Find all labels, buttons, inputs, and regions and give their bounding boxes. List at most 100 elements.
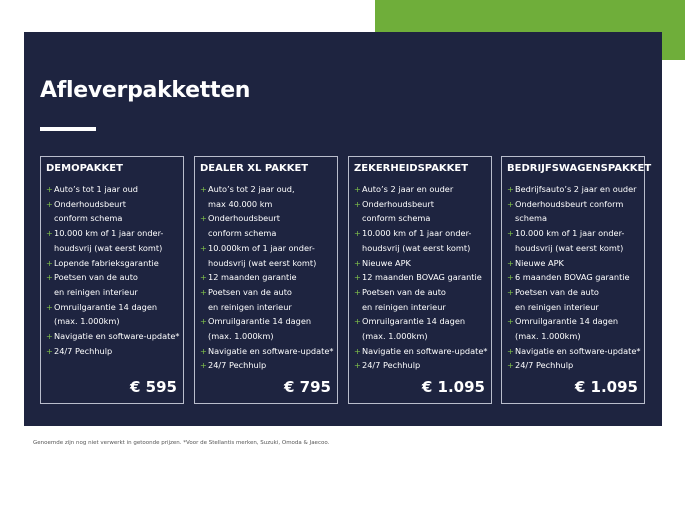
plus-icon: + <box>354 360 361 371</box>
plus-icon: + <box>354 257 361 268</box>
plus-icon: + <box>200 286 207 297</box>
plus-icon: + <box>507 272 514 283</box>
feature-item: +Poetsen van de auto <box>354 285 488 300</box>
feature-item: +6 maanden BOVAG garantie <box>507 270 641 285</box>
feature-list: +Bedrijfsauto’s 2 jaar en ouder +Onderhou… <box>507 182 641 373</box>
feature-text: 10.000km of 1 jaar onder- <box>208 242 315 253</box>
feature-continuation: conform schema <box>54 213 123 224</box>
feature-continuation: en reinigen interieur <box>362 301 446 312</box>
plus-icon: + <box>200 360 207 371</box>
feature-text: 24/7 Pechhulp <box>208 360 267 371</box>
feature-continuation: (max. 1.000km) <box>54 316 120 327</box>
feature-continuation: conform schema <box>208 228 277 239</box>
package-price: € 595 <box>130 378 177 396</box>
feature-item: +Nieuwe APK <box>507 256 641 271</box>
feature-item: +Poetsen van de auto <box>46 270 180 285</box>
plus-icon: + <box>46 301 53 312</box>
feature-text: Onderhoudsbeurt conform <box>515 198 624 209</box>
feature-item: +Poetsen van de auto <box>507 285 641 300</box>
plus-icon: + <box>507 286 514 297</box>
feature-text: 24/7 Pechhulp <box>54 345 113 356</box>
feature-text: Navigatie en software-update* <box>362 345 488 356</box>
feature-text: Poetsen van de auto <box>362 286 446 297</box>
feature-text: Lopende fabrieksgarantie <box>54 257 159 268</box>
plus-icon: + <box>507 316 514 327</box>
package-price: € 1.095 <box>574 378 638 396</box>
feature-text: 10.000 km of 1 jaar onder- <box>362 228 472 239</box>
feature-item: +Nieuwe APK <box>354 256 488 271</box>
plus-icon: + <box>507 228 514 239</box>
feature-text: Nieuwe APK <box>362 257 411 268</box>
feature-item: +Omruilgarantie 14 dagen <box>354 314 488 329</box>
feature-text: Bedrijfsauto’s 2 jaar en ouder <box>515 184 637 194</box>
feature-text: 6 maanden BOVAG garantie <box>515 272 630 283</box>
feature-text: 24/7 Pechhulp <box>515 360 574 371</box>
package-card: DEMOPAKKET +Auto’s tot 1 jaar oud +Onderho… <box>40 156 184 404</box>
feature-continuation: (max. 1.000km) <box>208 331 274 342</box>
plus-icon: + <box>507 345 514 356</box>
plus-icon: + <box>354 286 361 297</box>
feature-item: +Auto’s 2 jaar en ouder <box>354 182 488 197</box>
feature-item: +Navigatie en software-update* <box>354 344 488 359</box>
plus-icon: + <box>46 345 53 356</box>
feature-continuation: max 40.000 km <box>208 198 273 209</box>
feature-item: +Lopende fabrieksgarantie <box>46 256 180 271</box>
plus-icon: + <box>354 198 361 209</box>
feature-text: Omruilgarantie 14 dagen <box>515 316 619 327</box>
plus-icon: + <box>200 184 207 194</box>
feature-text: 12 maanden garantie <box>208 272 297 283</box>
feature-item: +Onderhoudsbeurt <box>200 211 334 226</box>
feature-text: Poetsen van de auto <box>515 286 599 297</box>
plus-icon: + <box>200 316 207 327</box>
feature-item: +Omruilgarantie 14 dagen <box>200 314 334 329</box>
feature-item: +Onderhoudsbeurt <box>354 197 488 212</box>
footnote: Genoemde zijn nog niet verwerkt in getoo… <box>33 440 330 446</box>
plus-icon: + <box>200 242 207 253</box>
plus-icon: + <box>46 228 53 239</box>
plus-icon: + <box>354 184 361 194</box>
plus-icon: + <box>200 272 207 283</box>
feature-text: Auto’s tot 1 jaar oud <box>54 184 138 194</box>
plus-icon: + <box>354 316 361 327</box>
feature-text: 10.000 km of 1 jaar onder- <box>54 228 164 239</box>
plus-icon: + <box>200 345 207 356</box>
plus-icon: + <box>46 272 53 283</box>
package-name: DEMOPAKKET <box>46 163 123 174</box>
feature-item: +12 maanden garantie <box>200 270 334 285</box>
plus-icon: + <box>200 213 207 224</box>
title-underline <box>40 127 96 131</box>
feature-item: +24/7 Pechhulp <box>200 358 334 373</box>
plus-icon: + <box>354 228 361 239</box>
feature-text: Omruilgarantie 14 dagen <box>208 316 312 327</box>
feature-text: Omruilgarantie 14 dagen <box>54 301 158 312</box>
feature-item: +Onderhoudsbeurt conform <box>507 197 641 212</box>
feature-text: 24/7 Pechhulp <box>362 360 421 371</box>
plus-icon: + <box>507 257 514 268</box>
feature-item: +24/7 Pechhulp <box>46 344 180 359</box>
plus-icon: + <box>507 184 514 194</box>
feature-list: +Auto’s tot 1 jaar oud +Onderhoudsbeurt co… <box>46 182 180 358</box>
feature-continuation: (max. 1.000km) <box>515 331 581 342</box>
feature-text: Nieuwe APK <box>515 257 564 268</box>
feature-text: Poetsen van de auto <box>54 272 138 283</box>
feature-item: +10.000 km of 1 jaar onder- <box>46 226 180 241</box>
feature-continuation: houdsvrij (wat eerst komt) <box>208 257 317 268</box>
feature-continuation: schema <box>515 213 547 224</box>
page-title: Afleverpakketten <box>40 78 251 103</box>
feature-text: Onderhoudsbeurt <box>54 198 126 209</box>
feature-item: +10.000 km of 1 jaar onder- <box>354 226 488 241</box>
feature-item: +Navigatie en software-update* <box>507 344 641 359</box>
package-name: DEALER XL PAKKET <box>200 163 309 174</box>
feature-list: +Auto’s tot 2 jaar oud, max 40.000 km +Ond… <box>200 182 334 373</box>
feature-item: +10.000 km of 1 jaar onder- <box>507 226 641 241</box>
feature-item: +Onderhoudsbeurt <box>46 197 180 212</box>
feature-text: Poetsen van de auto <box>208 286 292 297</box>
feature-item: +Omruilgarantie 14 dagen <box>507 314 641 329</box>
feature-continuation: houdsvrij (wat eerst komt) <box>362 242 471 253</box>
feature-continuation: en reinigen interieur <box>208 301 292 312</box>
feature-text: 10.000 km of 1 jaar onder- <box>515 228 625 239</box>
feature-item: +10.000km of 1 jaar onder- <box>200 241 334 256</box>
feature-item: +Omruilgarantie 14 dagen <box>46 300 180 315</box>
feature-text: Navigatie en software-update* <box>515 345 641 356</box>
feature-item: +Auto’s tot 1 jaar oud <box>46 182 180 197</box>
